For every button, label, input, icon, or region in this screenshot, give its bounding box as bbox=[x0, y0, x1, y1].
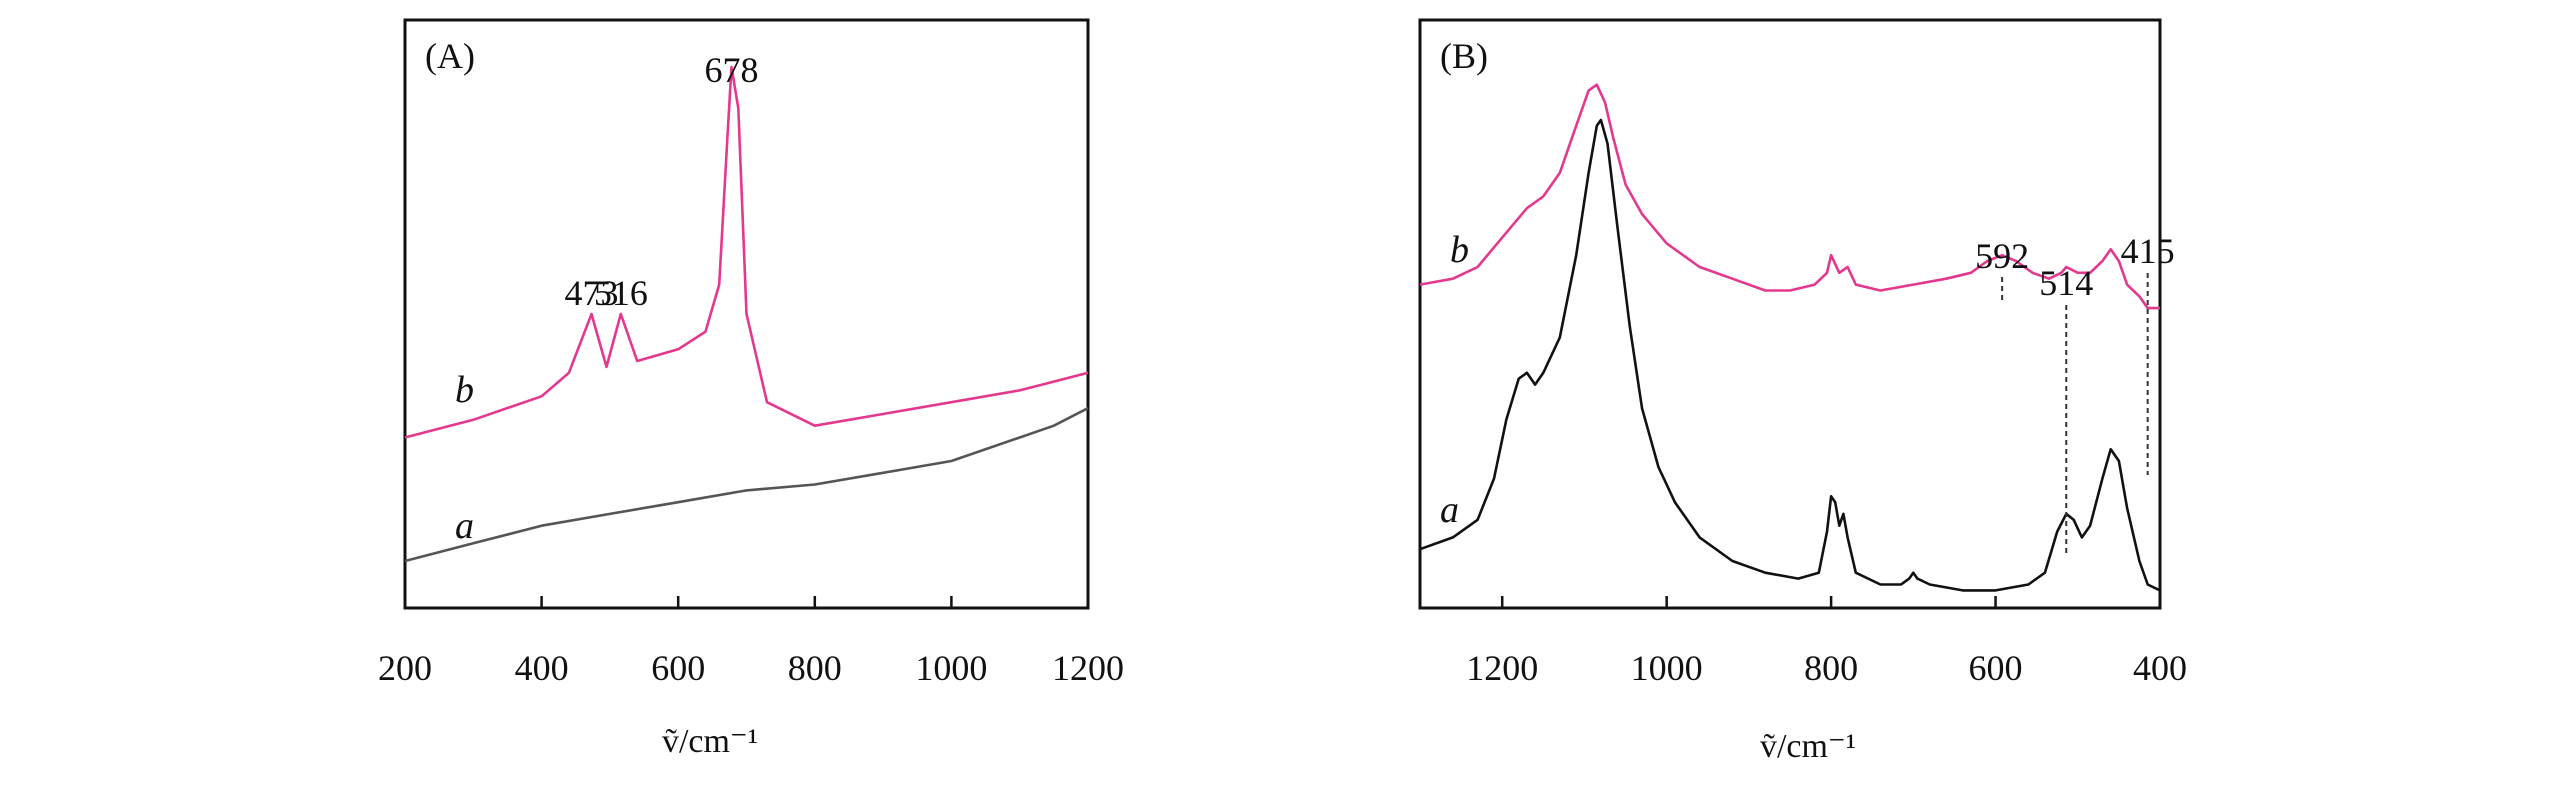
panel-a-x-tick-label-800: 800 bbox=[788, 648, 842, 688]
panel-a-x-tick-label-1000: 1000 bbox=[915, 648, 987, 688]
panel-b-ticks-layer: 1200 1000 800 600 400 bbox=[1466, 596, 2187, 688]
panel-b-x-tick-label-400: 400 bbox=[2133, 648, 2187, 688]
panel-a-x-tick-label-600: 600 bbox=[651, 648, 705, 688]
panel-a-ticks-layer: 200 400 600 800 1000 1200 bbox=[378, 596, 1124, 688]
panel-a-frame bbox=[403, 18, 1090, 610]
panel-a-series-label-b: b bbox=[455, 369, 474, 411]
panel-b-x-tick-label-800: 800 bbox=[1804, 648, 1858, 688]
panel-a-series-layer bbox=[404, 65, 1089, 563]
panel-a-peak-label-678: 678 bbox=[704, 50, 758, 90]
panel-a-x-tick-label-200: 200 bbox=[378, 648, 432, 688]
panel-b-series-layer bbox=[1419, 83, 2161, 592]
panel-b-peak-label-514: 514 bbox=[2039, 263, 2093, 303]
panel-a-x-axis-title: ṽ/cm⁻¹ bbox=[662, 723, 758, 760]
panel-b-peak-label-415: 415 bbox=[2121, 231, 2175, 271]
panel-a-x-tick-label-1200: 1200 bbox=[1052, 648, 1124, 688]
panel-b-x-axis-title: ṽ/cm⁻¹ bbox=[1760, 728, 1856, 765]
panel-b-series-label-a: a bbox=[1440, 489, 1459, 531]
panel-a-series-a-line bbox=[404, 406, 1089, 563]
panel-b-x-tick-label-1200: 1200 bbox=[1466, 648, 1538, 688]
panel-b-peak-label-592: 592 bbox=[1975, 236, 2029, 276]
panel-b-x-tick-label-1000: 1000 bbox=[1631, 648, 1703, 688]
panel-a-peak-label-473: 473 bbox=[564, 273, 618, 313]
panel-a-label: (A) bbox=[425, 36, 475, 76]
panel-b-x-tick-label-600: 600 bbox=[1969, 648, 2023, 688]
panel-b-series-a-line bbox=[1419, 118, 2161, 592]
panel-a-series-b-line bbox=[404, 65, 1089, 439]
panel-a-series-label-a: a bbox=[455, 505, 474, 547]
panel-a-peak-label-516: 516 bbox=[594, 273, 648, 313]
panel-b-label: (B) bbox=[1440, 36, 1488, 76]
panel-b-series-b-line bbox=[1419, 83, 2160, 310]
panel-b-series-label-b: b bbox=[1450, 229, 1469, 271]
panel-b-frame bbox=[1418, 18, 2162, 610]
panel-a-x-tick-label-400: 400 bbox=[515, 648, 569, 688]
